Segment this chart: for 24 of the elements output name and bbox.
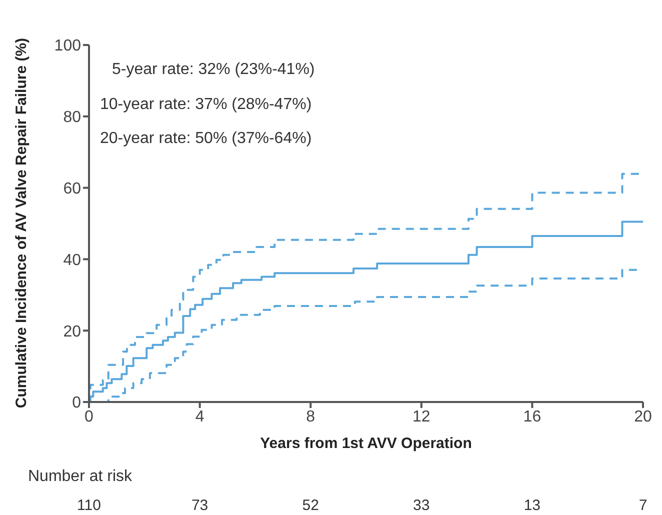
x-tick-label: 20	[634, 408, 652, 426]
y-tick-label: 80	[63, 109, 82, 126]
y-tick-label: 40	[63, 252, 82, 269]
y-axis-title: Cumulative Incidence of AV Valve Repair Failure (%)	[12, 36, 31, 410]
text: 33	[412, 497, 431, 514]
x-axis-title: Years from 1st AVV Operation	[260, 435, 472, 452]
text: 13	[522, 497, 542, 514]
text: 7	[638, 497, 648, 514]
annotation: 5-year rate: 32% (23%-41%)	[112, 61, 315, 79]
text: 73	[190, 497, 210, 514]
annotation: 20-year rate: 50% (37%-64%)	[100, 130, 312, 148]
x-tick-label: 4	[195, 408, 204, 426]
y-tick-label: 60	[63, 180, 82, 198]
x-tick-label: 0	[84, 408, 94, 426]
y-tick-label: 0	[72, 394, 82, 412]
x-tick-label: 16	[523, 408, 542, 426]
text: Number at risk	[28, 468, 132, 486]
x-tick-label: 8	[306, 408, 316, 426]
text: 52	[301, 497, 320, 514]
y-tick-label: 20	[63, 323, 82, 340]
y-tick-label: 100	[54, 38, 82, 55]
annotation: 10-year rate: 37% (28%-47%)	[100, 96, 312, 114]
x-tick-label: 12	[412, 408, 430, 426]
text: 110	[76, 497, 102, 514]
